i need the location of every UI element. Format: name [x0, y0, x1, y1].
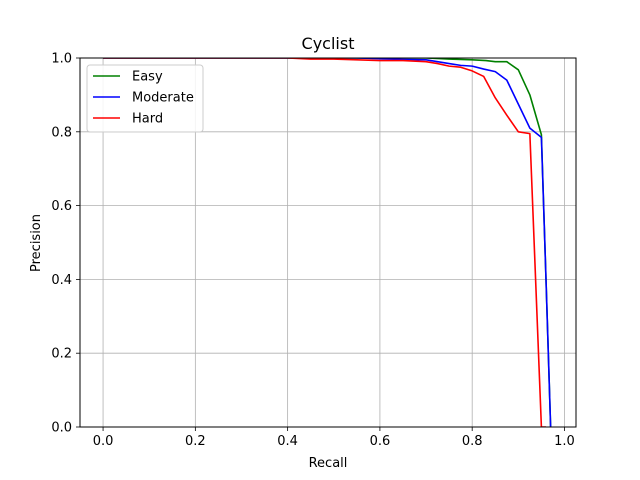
plot-frame: [79, 57, 577, 428]
y-tick-label: 0.2: [51, 347, 72, 362]
x-tick-label: 0.6: [370, 434, 391, 449]
legend: Easy Moderate Hard: [86, 64, 204, 133]
y-tick-label: 0.8: [51, 125, 72, 140]
grid: [80, 57, 576, 428]
y-axis-label: Precision: [29, 214, 44, 272]
legend-label: Hard: [132, 112, 163, 127]
x-tick-label: 0.8: [462, 434, 483, 449]
x-tick-label: 0.0: [93, 434, 114, 449]
y-tick-label: 0.4: [51, 273, 72, 288]
legend-label: Moderate: [132, 91, 194, 106]
legend-box: [86, 64, 204, 133]
plot-area: [103, 58, 552, 427]
series-line-moderate: [103, 58, 552, 427]
x-axis-label: Recall: [309, 456, 348, 471]
x-tick-label: 0.2: [185, 434, 206, 449]
y-tick-label: 0.0: [51, 421, 72, 436]
y-tick-label: 0.6: [51, 199, 72, 214]
y-axis: 0.0 0.2 0.4 0.6 0.8 1.0: [51, 52, 80, 436]
x-axis: 0.0 0.2 0.4 0.6 0.8 1.0: [93, 427, 575, 449]
series-line-easy: [103, 58, 552, 427]
legend-label: Easy: [132, 70, 163, 85]
chart-title: Cyclist: [302, 34, 355, 53]
x-tick-label: 0.4: [277, 434, 298, 449]
series-layer: [103, 58, 552, 427]
y-tick-label: 1.0: [51, 52, 72, 67]
series-line-hard: [103, 58, 547, 427]
x-tick-label: 1.0: [554, 434, 575, 449]
